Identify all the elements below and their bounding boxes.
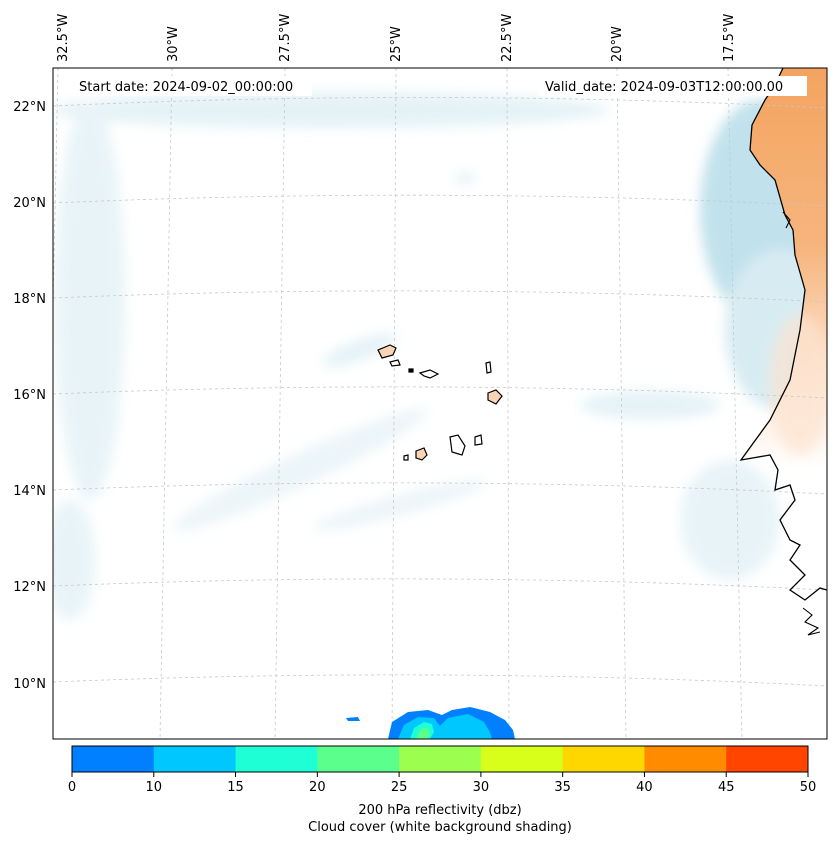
island-boa-vista	[487, 389, 503, 405]
colorbar-tick-label: 35	[554, 780, 571, 795]
valid-date-box	[538, 76, 807, 96]
colorbar-sublabel: Cloud cover (white background shading)	[308, 820, 572, 835]
colorbar-segment	[399, 746, 482, 772]
lat-label: 20°N	[13, 196, 46, 211]
lon-label: 27.5°W	[278, 14, 293, 62]
lon-label: 20°W	[610, 26, 625, 62]
colorbar-segment	[235, 746, 318, 772]
colorbar-tick-label: 15	[227, 780, 244, 795]
colorbar-tick-label: 20	[309, 780, 326, 795]
colorbar-segment	[480, 746, 564, 772]
latitude-labels: 22°N 20°N 18°N 16°N 14°N 12°N 10°N	[13, 100, 46, 692]
colorbar-segment	[726, 746, 809, 772]
date-info: Start date: 2024-09-02_00:00:00 Valid_da…	[72, 76, 807, 96]
colorbar-tick-label: 40	[636, 780, 653, 795]
lon-label: 30°W	[166, 26, 181, 62]
colorbar-segment	[644, 746, 727, 772]
cape-verde-islands	[377, 344, 503, 461]
lat-label: 10°N	[13, 677, 46, 692]
colorbar-tick-label: 45	[718, 780, 735, 795]
colorbar-segment	[153, 746, 237, 772]
colorbar: 0 10 15 20 25 30 35 40 45 50 200 hPa reflectivity…	[68, 745, 816, 835]
lat-label: 18°N	[13, 292, 46, 307]
reflectivity-cells	[346, 707, 515, 739]
lon-label: 17.5°W	[722, 14, 737, 62]
colorbar-segment	[317, 746, 400, 772]
colorbar-frame	[71, 745, 809, 773]
island-fogo	[415, 447, 428, 461]
lat-label: 14°N	[13, 484, 46, 499]
map-area	[53, 68, 827, 739]
colorbar-segment	[562, 746, 645, 772]
colorbar-ticks: 0 10 15 20 25 30 35 40 45 50	[68, 772, 816, 795]
island-santo-antao	[377, 344, 397, 359]
colorbar-segments	[72, 746, 809, 772]
valid-date-text: Valid_date: 2024-09-03T12:00:00.00	[545, 80, 783, 95]
map-frame	[52, 67, 828, 740]
colorbar-tick-label: 50	[800, 780, 817, 795]
graticule	[53, 68, 827, 739]
start-date-box	[72, 76, 312, 96]
colorbar-segment	[72, 746, 155, 772]
colorbar-tick-label: 25	[391, 780, 408, 795]
longitude-labels: 32.5°W 30°W 27.5°W 25°W 22.5°W 20°W 17.5…	[56, 14, 737, 62]
colorbar-label: 200 hPa reflectivity (dbz)	[358, 803, 521, 818]
lon-label: 22.5°W	[500, 14, 515, 62]
lat-label: 22°N	[13, 100, 46, 115]
colorbar-tick-label: 10	[146, 780, 163, 795]
colorbar-tick-label: 0	[68, 780, 76, 795]
lon-label: 32.5°W	[56, 14, 71, 62]
colorbar-tick-label: 30	[473, 780, 490, 795]
lat-label: 12°N	[13, 580, 46, 595]
lon-label: 25°W	[389, 26, 404, 62]
lat-label: 16°N	[13, 388, 46, 403]
africa-coastline	[739, 68, 827, 601]
start-date-text: Start date: 2024-09-02_00:00:00	[79, 80, 293, 95]
